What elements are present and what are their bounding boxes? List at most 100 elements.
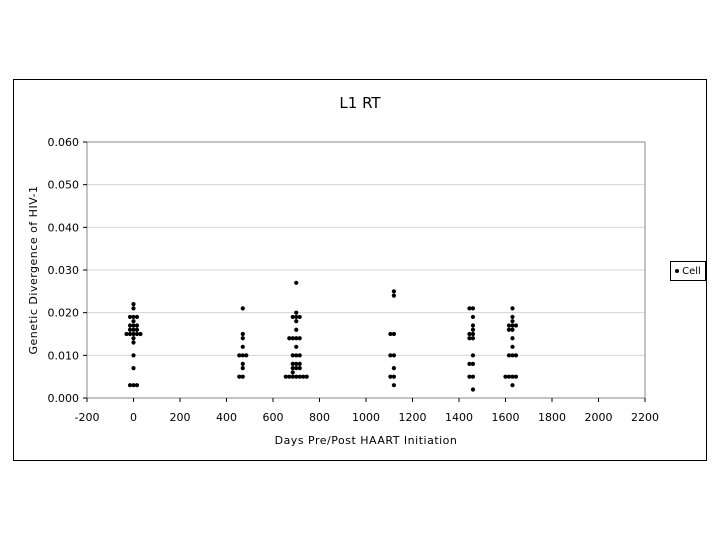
data-point bbox=[467, 336, 472, 341]
x-tick-label: 1600 bbox=[492, 411, 520, 424]
x-tick-label: 400 bbox=[216, 411, 237, 424]
data-point bbox=[510, 374, 515, 379]
data-point bbox=[513, 374, 519, 379]
data-point bbox=[297, 314, 302, 320]
data-point bbox=[467, 306, 472, 311]
data-point bbox=[388, 374, 393, 379]
data-point bbox=[513, 323, 519, 328]
data-point bbox=[290, 353, 295, 358]
data-point bbox=[467, 331, 472, 337]
y-tick-label: 0.020 bbox=[48, 307, 80, 320]
data-point bbox=[134, 383, 140, 388]
data-point bbox=[294, 353, 299, 358]
x-tick-label: 2000 bbox=[585, 411, 613, 424]
data-point bbox=[304, 374, 309, 379]
data-point bbox=[294, 366, 299, 371]
data-point bbox=[131, 331, 136, 337]
data-point bbox=[506, 327, 512, 332]
x-tick-label: 1400 bbox=[445, 411, 473, 424]
y-tick-label: 0.030 bbox=[48, 264, 80, 277]
data-point bbox=[510, 314, 515, 320]
data-point bbox=[391, 289, 396, 294]
y-tick-label: 0.000 bbox=[48, 392, 80, 405]
data-point bbox=[388, 331, 393, 337]
data-point bbox=[127, 383, 133, 388]
data-point bbox=[470, 331, 476, 337]
data-point bbox=[470, 361, 476, 366]
data-point bbox=[290, 361, 295, 366]
data-point bbox=[510, 306, 515, 311]
data-point bbox=[297, 366, 302, 371]
data-point bbox=[470, 327, 476, 332]
data-point bbox=[131, 319, 136, 324]
x-tick-label: 0 bbox=[130, 411, 137, 424]
data-point bbox=[240, 361, 245, 366]
data-point bbox=[290, 374, 295, 379]
data-point bbox=[294, 361, 299, 366]
y-tick-label: 0.060 bbox=[48, 136, 80, 149]
data-point bbox=[131, 302, 136, 307]
data-point bbox=[470, 336, 476, 341]
data-point bbox=[290, 366, 295, 371]
data-point bbox=[297, 336, 302, 341]
data-point bbox=[134, 327, 140, 332]
data-point bbox=[290, 370, 295, 375]
data-point bbox=[391, 383, 396, 388]
data-point bbox=[237, 353, 242, 358]
data-point bbox=[506, 353, 512, 358]
data-point bbox=[391, 366, 396, 371]
data-point bbox=[297, 353, 302, 358]
x-tick-label: 600 bbox=[263, 411, 284, 424]
y-tick-label: 0.050 bbox=[48, 179, 80, 192]
data-point bbox=[470, 387, 476, 392]
data-point bbox=[138, 331, 143, 337]
data-point bbox=[391, 331, 396, 337]
data-point bbox=[131, 336, 136, 341]
data-point bbox=[124, 331, 129, 337]
data-point bbox=[510, 383, 515, 388]
data-point bbox=[240, 374, 245, 379]
data-point bbox=[506, 323, 512, 328]
data-point bbox=[294, 336, 299, 341]
data-point bbox=[244, 353, 249, 358]
data-point bbox=[127, 323, 133, 328]
data-point bbox=[131, 383, 136, 388]
grid-lines bbox=[87, 141, 645, 356]
data-point bbox=[131, 353, 136, 358]
x-tick-label: 2200 bbox=[631, 411, 659, 424]
data-point bbox=[297, 374, 302, 379]
data-point bbox=[510, 319, 515, 324]
data-point bbox=[294, 314, 299, 320]
data-point bbox=[127, 327, 133, 332]
chart-title: L1 RT bbox=[339, 94, 381, 112]
data-point bbox=[290, 314, 295, 320]
data-point bbox=[240, 344, 245, 349]
data-point bbox=[294, 344, 299, 349]
data-point bbox=[131, 366, 136, 371]
y-axis-label: Genetic Divergence of HIV-1 bbox=[27, 185, 40, 354]
data-point bbox=[510, 344, 515, 349]
data-point bbox=[510, 353, 515, 358]
x-tick-label: 1200 bbox=[399, 411, 427, 424]
data-point bbox=[131, 323, 136, 328]
data-point bbox=[134, 314, 140, 320]
data-point bbox=[470, 353, 476, 358]
data-point bbox=[297, 361, 302, 366]
data-point bbox=[127, 314, 133, 320]
data-point bbox=[294, 374, 299, 379]
data-point bbox=[131, 306, 136, 311]
data-point bbox=[134, 323, 140, 328]
data-point bbox=[240, 331, 245, 337]
x-axis-label: Days Pre/Post HAART Initiation bbox=[275, 434, 458, 447]
data-point bbox=[290, 336, 295, 341]
data-point bbox=[391, 374, 396, 379]
data-point bbox=[127, 331, 133, 337]
data-point bbox=[134, 331, 140, 337]
x-tick-label: 200 bbox=[170, 411, 191, 424]
data-point bbox=[301, 374, 306, 379]
data-point bbox=[510, 327, 515, 332]
data-point bbox=[388, 353, 393, 358]
y-tick-labels: 0.000 0.010 0.020 0.030 0.040 0.050 0.060 bbox=[48, 136, 87, 405]
data-point bbox=[240, 366, 245, 371]
